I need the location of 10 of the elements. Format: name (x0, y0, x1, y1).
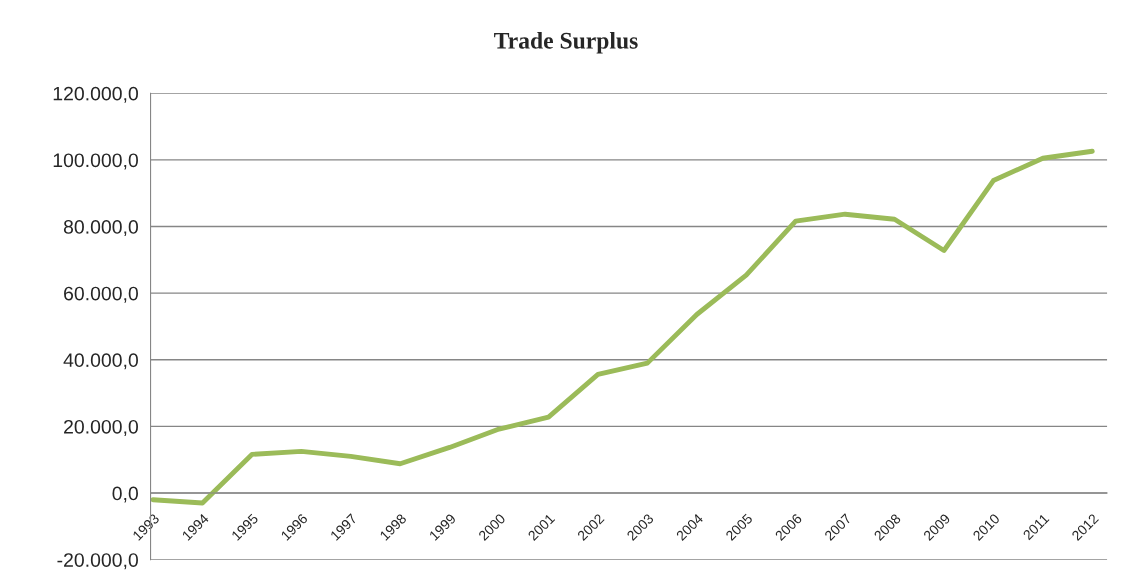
line-series (150, 148, 1095, 506)
y-tick-label: 100.000,0 (53, 153, 138, 170)
y-tick-label: -20.000,0 (57, 553, 138, 570)
y-tick-label: 60.000,0 (64, 286, 138, 303)
y-tick-label: 40.000,0 (63, 353, 138, 370)
chart-title: Trade Surplus (494, 32, 638, 54)
y-tick-label: 120.000,0 (53, 86, 138, 103)
y-tick-label: 80.000,0 (63, 220, 138, 237)
y-tick-label: 0,0 (112, 486, 138, 503)
y-tick-label: 20.000,0 (64, 419, 138, 436)
